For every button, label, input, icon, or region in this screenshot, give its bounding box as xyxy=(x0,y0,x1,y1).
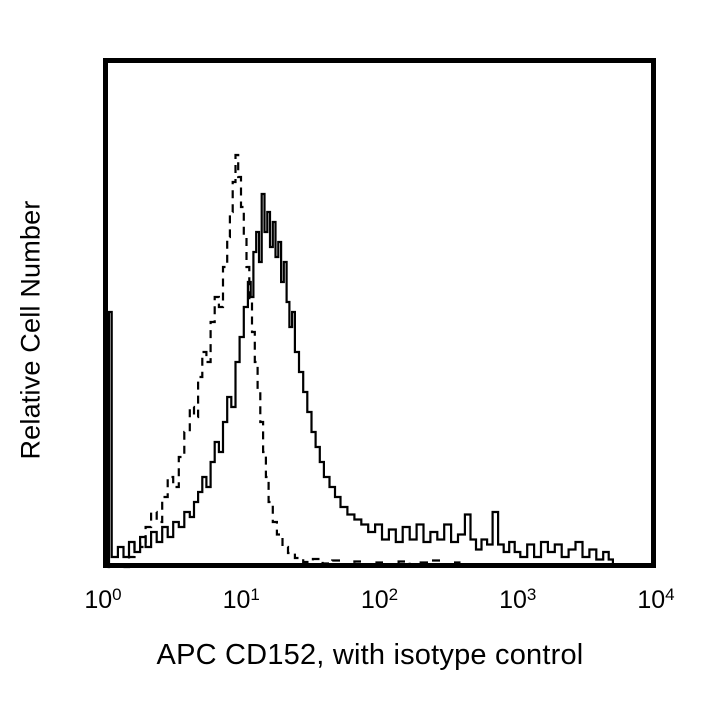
plot-border xyxy=(103,58,656,568)
x-tick-label-10e3: 103 xyxy=(499,585,537,614)
y-axis-title: Relative Cell Number xyxy=(15,200,46,460)
x-tick-label-10e1: 101 xyxy=(222,585,260,614)
x-axis-title: APC CD152, with isotype control xyxy=(156,639,584,671)
x-tick-label-10e2: 102 xyxy=(360,585,399,614)
x-tick-label-10e4: 104 xyxy=(637,585,675,614)
apc-cd152-trace xyxy=(107,192,614,569)
x-tick-label-10e0: 100 xyxy=(84,585,122,614)
isotype-control-trace xyxy=(123,153,461,569)
